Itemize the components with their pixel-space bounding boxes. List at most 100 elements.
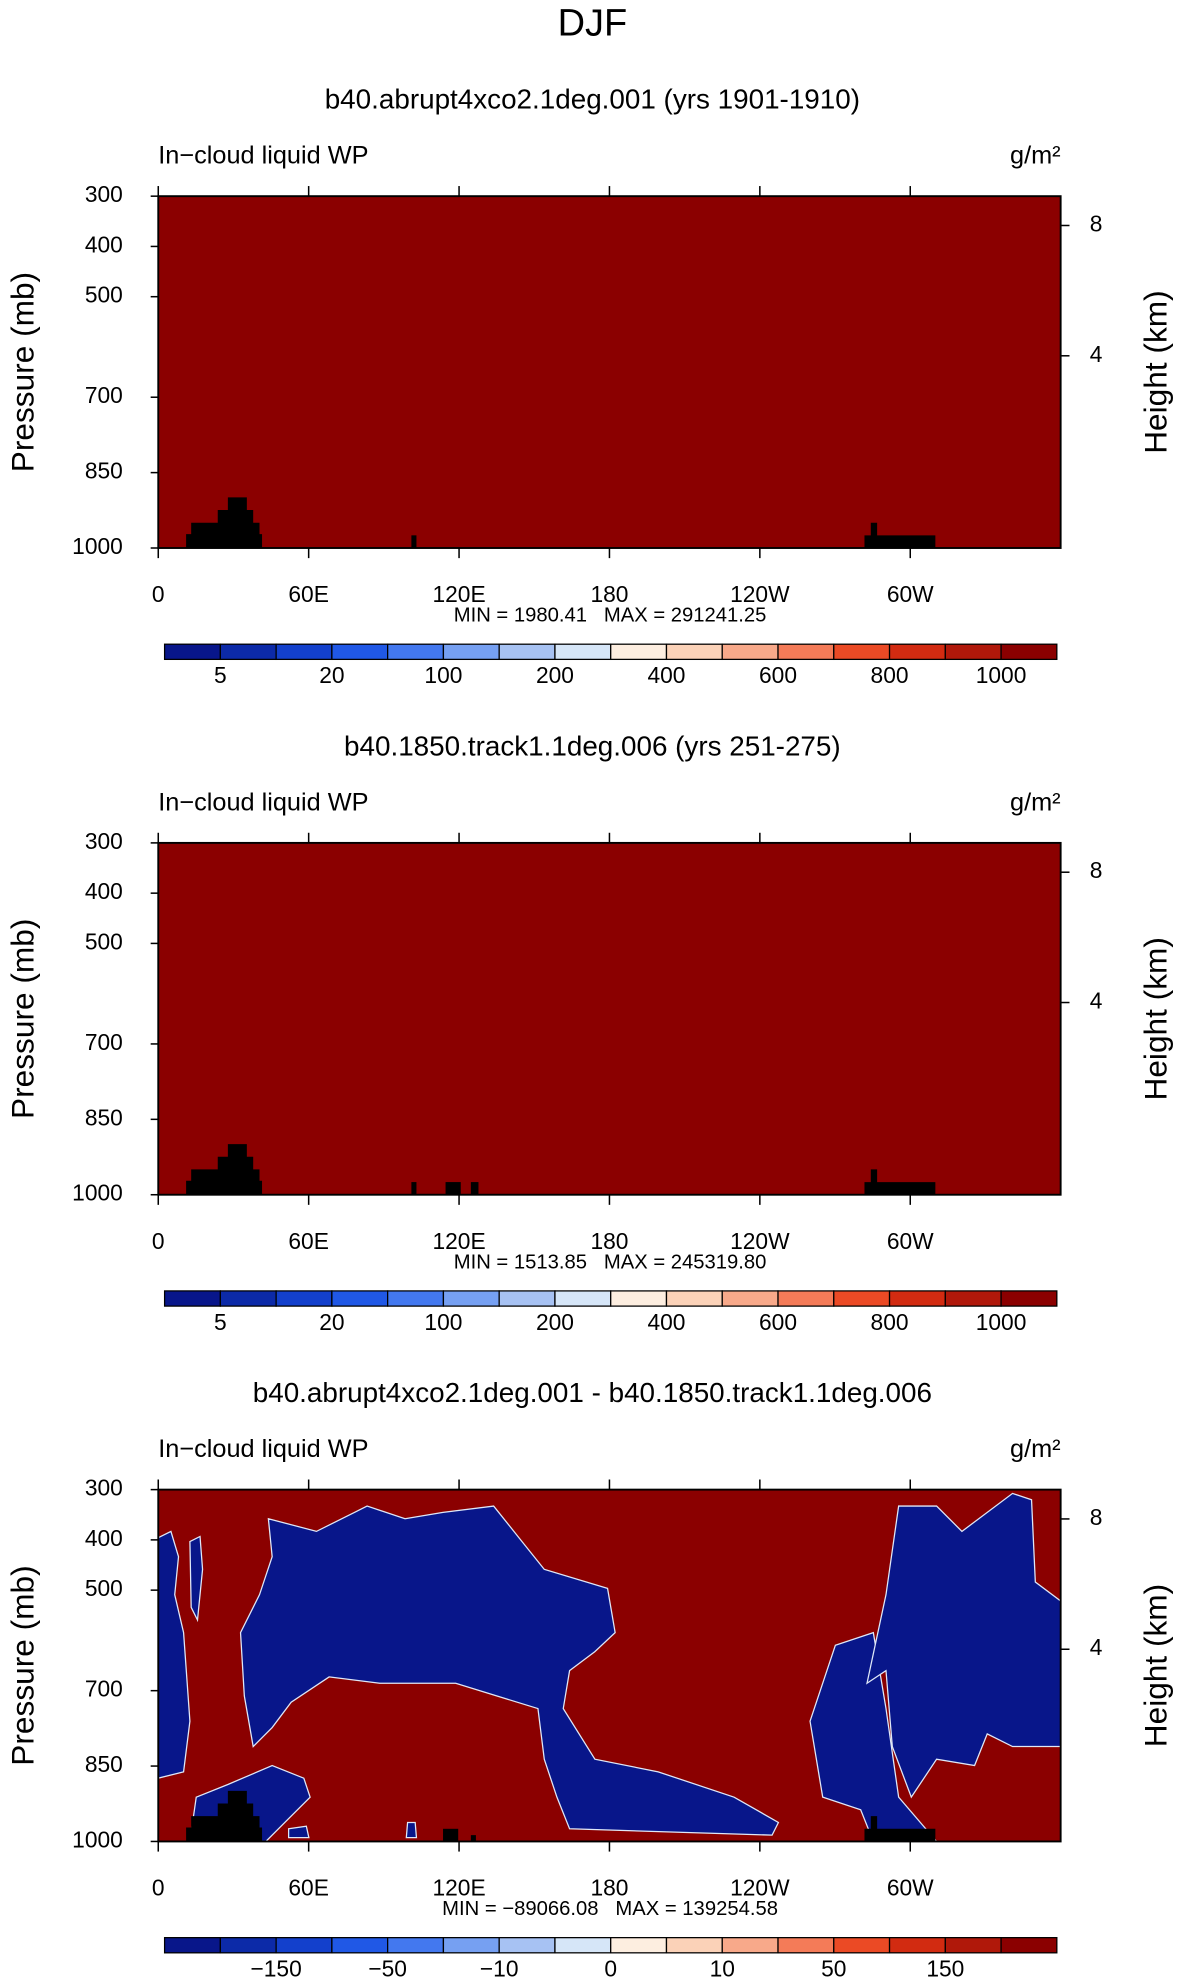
colorbar-box	[1000, 1290, 1058, 1307]
colorbar-box	[1000, 1937, 1058, 1954]
x-tick-label: 120E	[432, 1228, 485, 1254]
colorbar-box	[944, 643, 1002, 661]
colorbar-box	[888, 643, 946, 661]
colorbar-box	[387, 643, 445, 661]
missing-panel-2	[186, 1144, 936, 1195]
y-tick-label: 500	[85, 1575, 123, 1601]
colorbar-label: 400	[647, 1309, 685, 1335]
y-tick-label: 700	[85, 1676, 123, 1702]
region	[189, 1535, 204, 1623]
colorbar-box	[944, 1290, 1002, 1307]
region	[287, 1825, 310, 1839]
colorbar-box	[163, 643, 221, 661]
colorbar-box	[777, 643, 835, 661]
units: g/m²	[1010, 788, 1061, 816]
field	[158, 196, 1061, 549]
colorbar-box	[331, 643, 389, 661]
colorbar-box	[888, 1937, 946, 1954]
colorbar-box	[498, 1937, 556, 1954]
colorbar-box	[777, 1937, 835, 1954]
colorbar-label: 100	[424, 1309, 462, 1335]
missing-regions	[186, 497, 936, 1842]
x-tick-label: 120W	[730, 581, 790, 607]
field-shapes	[157, 497, 1062, 1843]
x-tick-label: 0	[152, 1228, 165, 1254]
y-tick-label: 700	[85, 382, 123, 408]
region	[239, 1505, 780, 1836]
missing	[470, 1182, 479, 1195]
y2-axis-label: Height (km)	[1137, 1584, 1173, 1747]
x-tick-label: 120W	[730, 1875, 790, 1901]
y-tick-label: 300	[85, 828, 123, 854]
colorbar-box	[944, 1937, 1002, 1954]
region	[809, 1631, 938, 1843]
y-tick-label: 1000	[72, 533, 123, 559]
colorbar-box	[331, 1290, 389, 1307]
colorbar-box	[219, 1937, 277, 1954]
missing	[186, 497, 263, 549]
x-tick-label: 60E	[288, 1875, 329, 1901]
colorbar-label: 1000	[976, 1309, 1027, 1335]
y-tick-label: 500	[85, 282, 123, 308]
colorbar-label: 400	[647, 662, 685, 688]
colorbar-label: −50	[368, 1956, 407, 1982]
colorbar-label: 5	[214, 1309, 227, 1335]
units: g/m²	[1010, 142, 1061, 170]
field	[158, 842, 1061, 1195]
colorbar-label: 600	[759, 662, 797, 688]
colorbar-box	[833, 643, 891, 661]
colorbar-box	[442, 643, 500, 661]
missing-panel-3	[186, 1790, 936, 1842]
min-max: MIN = −89066.08 MAX = 139254.58	[442, 1898, 778, 1920]
colorbar-box	[1000, 643, 1058, 661]
colorbar-label: 150	[926, 1956, 964, 1982]
x-tick-label: 60E	[288, 1228, 329, 1254]
y-tick-label: 1000	[72, 1180, 123, 1206]
field-name: In−cloud liquid WP	[158, 788, 368, 816]
colorbar-label: 600	[759, 1309, 797, 1335]
y2-tick-label: 8	[1090, 211, 1103, 237]
colorbar-box	[610, 643, 668, 661]
y-tick-label: 500	[85, 928, 123, 954]
axes: b40.abrupt4xco2.1deg.001 (yrs 1901-1910)…	[5, 84, 1174, 1982]
colorbar-label: 50	[821, 1956, 846, 1982]
missing	[186, 1790, 263, 1842]
y-tick-label: 850	[85, 1104, 123, 1130]
y-axis-label: Pressure (mb)	[5, 272, 41, 472]
missing	[186, 1144, 263, 1195]
colorbar-box	[219, 643, 277, 661]
x-tick-label: 120W	[730, 1228, 790, 1254]
missing	[470, 1835, 476, 1842]
negative-regions	[157, 1492, 1062, 1843]
x-tick-label: 60E	[288, 581, 329, 607]
colorbar-box	[665, 1290, 723, 1307]
colorbar-label: −150	[250, 1956, 301, 1982]
colorbar-box	[554, 643, 612, 661]
colorbar-box	[721, 1937, 779, 1954]
missing	[411, 1182, 417, 1195]
colorbar-box	[331, 1937, 389, 1954]
colorbar-box	[721, 1290, 779, 1307]
colorbar-box	[163, 1937, 221, 1954]
y-tick-label: 850	[85, 458, 123, 484]
colorbar-box	[387, 1937, 445, 1954]
field-name: In−cloud liquid WP	[158, 142, 368, 170]
y2-axis-label: Height (km)	[1137, 937, 1173, 1100]
colorbar-box	[554, 1290, 612, 1307]
y-tick-label: 300	[85, 1475, 123, 1501]
colorbar-label: 20	[319, 662, 344, 688]
x-tick-label: 60W	[887, 1228, 934, 1254]
x-tick-label: 180	[590, 1228, 628, 1254]
colorbar-box	[721, 643, 779, 661]
field-name: In−cloud liquid WP	[158, 1435, 368, 1463]
colorbar-box	[498, 1290, 556, 1307]
colorbar-label: 200	[536, 662, 574, 688]
y-tick-label: 850	[85, 1751, 123, 1777]
colorbar-box	[219, 1290, 277, 1307]
x-tick-label: 180	[590, 1875, 628, 1901]
panel-title: b40.1850.track1.1deg.006 (yrs 251-275)	[344, 730, 841, 761]
panel-title: b40.abrupt4xco2.1deg.001 (yrs 1901-1910)	[325, 84, 860, 115]
colorbar-label: 20	[319, 1309, 344, 1335]
colorbar-box	[665, 1937, 723, 1954]
